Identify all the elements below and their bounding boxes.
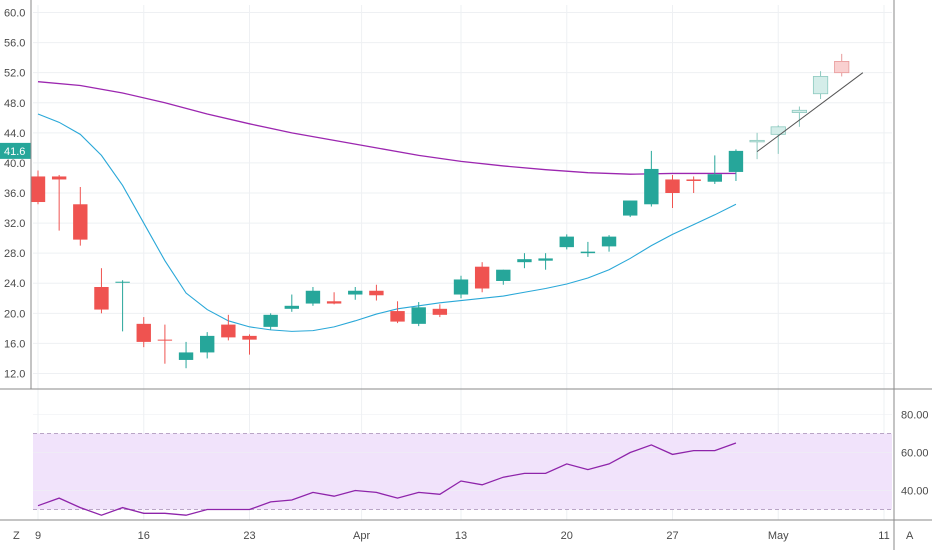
candle-body[interactable] [707,174,722,182]
price-tick-label: 56.0 [4,38,25,50]
price-tick-label: 16.0 [4,338,25,350]
candle-body[interactable] [644,168,659,205]
price-tick-label: 44.0 [4,128,25,140]
price-tick-label: 36.0 [4,188,25,200]
candle-body[interactable] [453,279,469,295]
candle-body[interactable] [432,308,448,315]
projected-candle-body[interactable] [834,61,850,74]
time-tick-label: Apr [353,530,370,542]
candle-body[interactable] [348,290,363,295]
moving-averages [37,81,737,332]
time-tick-label: 27 [666,530,678,542]
price-tick-label: 60.0 [4,8,25,20]
rsi-line[interactable] [37,442,737,516]
candle-body[interactable] [242,335,257,340]
candle-body[interactable] [284,305,299,309]
candle-body[interactable] [263,314,278,327]
projected-candle-body[interactable] [812,76,829,95]
price-tick-label: 40.0 [4,158,25,170]
rsi-tick-label: 60.00 [901,448,929,460]
long-moving-average-line[interactable] [37,81,736,175]
time-tick-label: 16 [138,530,150,542]
projected-candle-body[interactable] [770,126,786,135]
candle-body[interactable] [73,204,88,240]
time-tick-label: 20 [561,530,573,542]
candle-body[interactable] [686,179,701,181]
candle-body[interactable] [51,176,67,180]
short-moving-average-line[interactable] [37,113,737,332]
candle-body[interactable] [517,259,532,263]
rsi-tick-label: 80.00 [901,410,929,422]
price-tick-label: 24.0 [4,278,25,290]
rsi-band [33,433,892,510]
candle-body[interactable] [623,200,638,216]
corner-right-label[interactable]: A [906,530,914,542]
candle-body[interactable] [728,150,744,172]
price-tick-label: 32.0 [4,218,25,230]
price-tick-label: 20.0 [4,308,25,320]
annotations: 41.6 [0,72,864,159]
candle-body[interactable] [601,236,617,247]
candle-body[interactable] [411,307,426,324]
candle-body[interactable] [580,251,596,254]
candle-body[interactable] [496,269,511,281]
candle-body[interactable] [136,323,151,342]
trend-line[interactable] [756,72,864,153]
candle-body[interactable] [538,258,553,261]
candle-body[interactable] [178,352,194,360]
time-tick-label: May [768,530,789,542]
price-tick-label: 52.0 [4,68,25,80]
projected-candle-body[interactable] [791,109,807,113]
last-price-tag[interactable] [0,142,31,159]
candle-body[interactable] [200,335,215,353]
candle-body[interactable] [157,339,173,341]
price-tick-label: 12.0 [4,368,25,380]
candle-body[interactable] [115,281,130,283]
rsi-pane[interactable] [33,414,892,516]
time-tick-label: 13 [455,530,467,542]
candle-body[interactable] [305,290,321,304]
candlesticks[interactable] [30,53,850,369]
candle-body[interactable] [94,287,109,310]
price-tick-label: 48.0 [4,98,25,110]
candle-body[interactable] [559,236,574,248]
candle-body[interactable] [390,311,405,322]
time-tick-label: 23 [243,530,255,542]
candle-body[interactable] [221,324,236,338]
corner-left-label[interactable]: Z [13,530,20,542]
candle-body[interactable] [30,176,46,203]
time-tick-label: 11 [878,530,889,542]
price-tick-label: 28.0 [4,248,25,260]
candle-body[interactable] [474,266,490,289]
projected-candle-body[interactable] [749,139,765,143]
candle-body[interactable] [665,179,680,193]
last-price-label[interactable]: 41.6 [4,146,25,158]
rsi-tick-label: 40.00 [901,486,929,498]
time-tick-label: 9 [35,530,41,542]
candle-body[interactable] [369,290,384,296]
candle-body[interactable] [326,301,342,304]
